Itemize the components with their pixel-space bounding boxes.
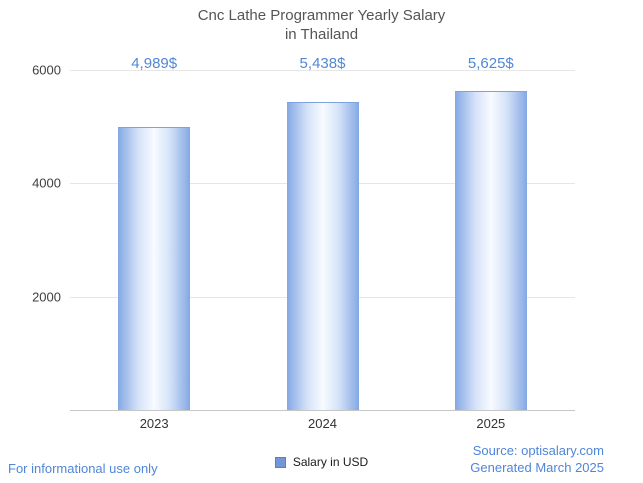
bar-2: [454, 91, 527, 410]
gridline-6000: [70, 70, 575, 71]
y-axis-tick-2000: 2000: [32, 289, 61, 305]
bar-value-label-2025: 5,625$: [467, 55, 514, 72]
plot-area: 6000 4000 2000: [32, 63, 575, 411]
bar-1: [286, 101, 359, 410]
x-axis-labels: 2023 2024 2025: [70, 416, 575, 434]
disclaimer-text: For informational use only: [8, 461, 158, 476]
bar-0: [118, 127, 191, 410]
generated-line: Generated March 2025: [470, 460, 604, 475]
legend: Salary in USD: [0, 455, 643, 469]
y-axis-tick-6000: 6000: [32, 62, 61, 78]
source-attribution: Source: optisalary.com Generated March 2…: [470, 442, 604, 476]
legend-swatch-icon: [274, 456, 286, 468]
chart-title-line2: in Thailand: [284, 25, 359, 43]
y-axis-tick-4000: 4000: [32, 175, 61, 191]
bar-value-label-2023: 4,989$: [131, 55, 178, 72]
source-line: Source: optisalary.com: [472, 443, 604, 458]
x-axis-label-2023: 2023: [139, 416, 169, 431]
chart-title: Cnc Lathe Programmer Yearly Salary in Th…: [0, 7, 643, 45]
x-axis-label-2025: 2025: [476, 416, 506, 431]
legend-label: Salary in USD: [292, 455, 369, 469]
chart-title-line1: Cnc Lathe Programmer Yearly Salary: [197, 7, 446, 24]
bar-value-labels: 4,989$ 5,438$ 5,625$: [70, 55, 575, 75]
bar-value-label-2024: 5,438$: [299, 55, 346, 72]
x-axis-label-2024: 2024: [308, 416, 337, 431]
